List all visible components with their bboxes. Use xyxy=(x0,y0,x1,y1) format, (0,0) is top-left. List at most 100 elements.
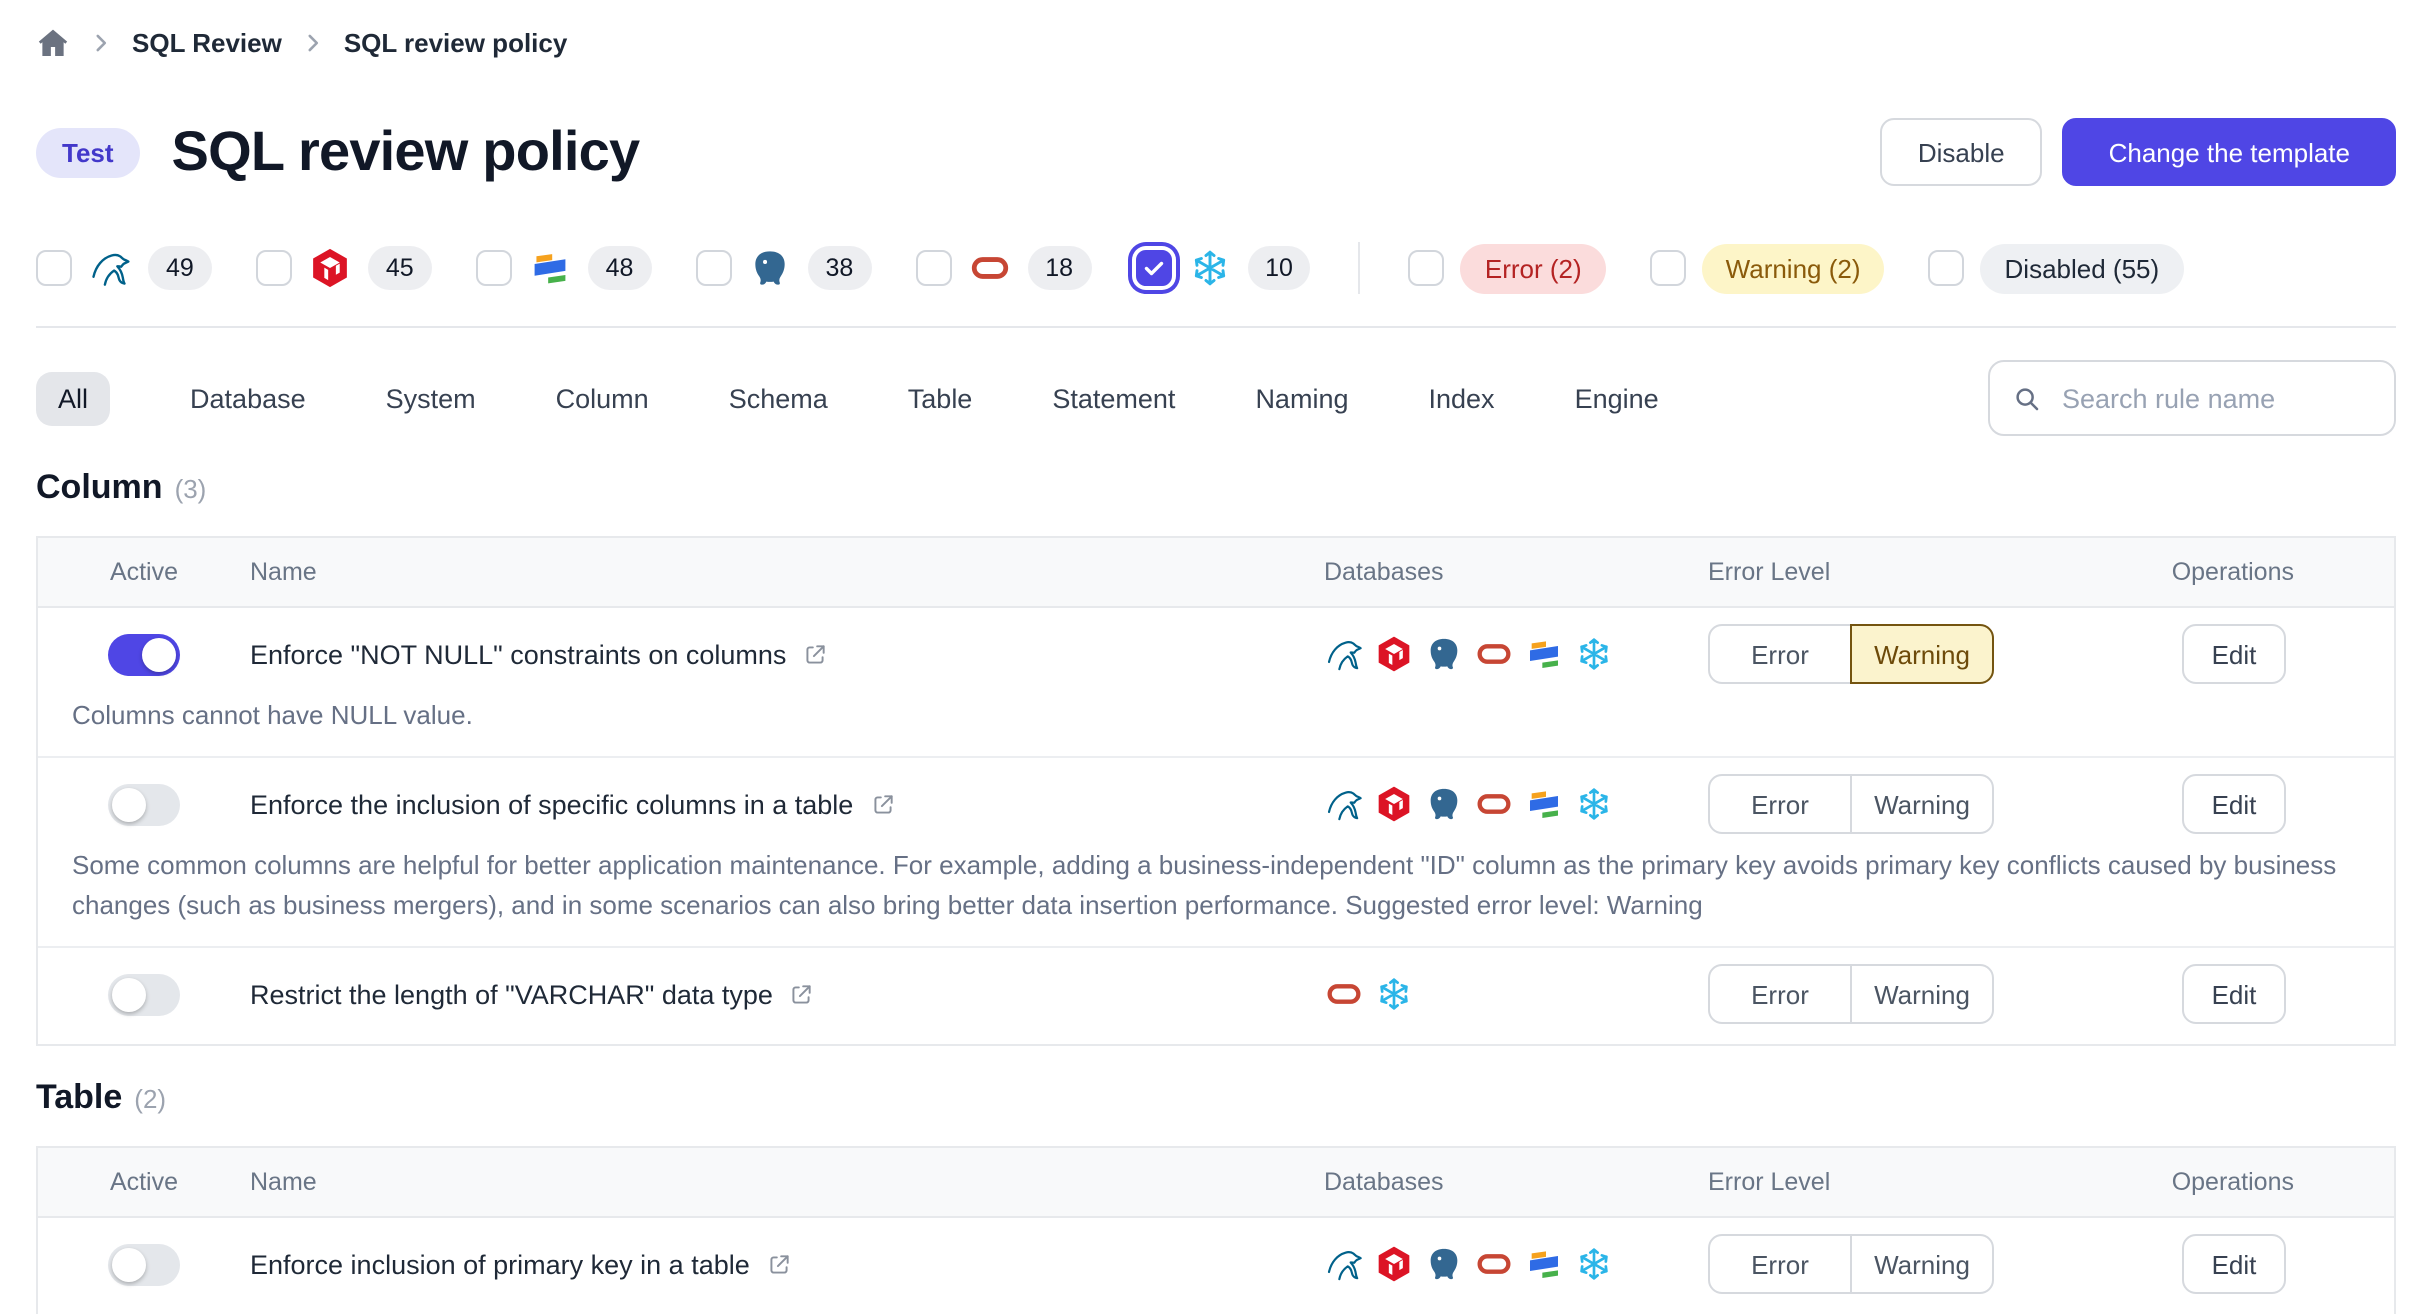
column-header-operations: Operations xyxy=(2171,1168,2294,1196)
postgresql-filter-checkbox[interactable] xyxy=(695,250,732,286)
section-count: (3) xyxy=(174,474,207,504)
tidb-icon xyxy=(308,246,352,290)
level-filter-disabled[interactable]: Disabled (55) xyxy=(1928,243,2184,293)
engine-filter-snowflake[interactable]: 10 xyxy=(1135,246,1311,290)
error-level-selector: Error Warning xyxy=(1708,1234,1994,1294)
error-level-warning-button[interactable]: Warning xyxy=(1850,964,1994,1024)
tabs-row: All Database System Column Schema Table Statem… xyxy=(36,360,2396,436)
tab-statement[interactable]: Statement xyxy=(1052,383,1176,413)
tab-column[interactable]: Column xyxy=(555,383,649,413)
snowflake-icon xyxy=(1574,784,1614,824)
postgresql-icon xyxy=(1424,634,1464,674)
error-level-error-button[interactable]: Error xyxy=(1708,624,1852,684)
engine-filter-oracle[interactable]: 18 xyxy=(915,246,1092,290)
tab-all[interactable]: All xyxy=(36,371,111,425)
postgresql-rule-count: 38 xyxy=(807,246,872,290)
tab-system[interactable]: System xyxy=(385,383,476,413)
rule-operations-cell: Edit xyxy=(2074,774,2394,834)
column-header-operations: Operations xyxy=(2171,558,2294,586)
rule-active-cell xyxy=(70,783,218,825)
divider xyxy=(36,326,2396,328)
snowflake-icon xyxy=(1574,1244,1614,1284)
engine-filter-oceanbase[interactable]: 48 xyxy=(475,246,652,290)
tab-schema[interactable]: Schema xyxy=(728,383,828,413)
rule-row: Enforce inclusion of primary key in a ta… xyxy=(38,1218,2394,1314)
warning-filter-checkbox[interactable] xyxy=(1649,250,1686,286)
tab-database[interactable]: Database xyxy=(190,383,306,413)
external-link-icon[interactable] xyxy=(869,791,895,817)
error-level-error-button[interactable]: Error xyxy=(1708,774,1852,834)
oracle-icon xyxy=(1474,1244,1514,1284)
rule-active-cell xyxy=(70,1243,218,1285)
oracle-filter-checkbox[interactable] xyxy=(915,250,952,286)
tidb-icon xyxy=(1374,784,1414,824)
error-level-error-button[interactable]: Error xyxy=(1708,1234,1852,1294)
external-link-icon[interactable] xyxy=(766,1251,792,1277)
mysql-filter-checkbox[interactable] xyxy=(36,250,72,286)
table-header-row: Active Name Databases Error Level Operations xyxy=(38,1148,2394,1218)
tab-index[interactable]: Index xyxy=(1428,383,1495,413)
rule-active-toggle[interactable] xyxy=(108,783,180,825)
level-filter-warning[interactable]: Warning (2) xyxy=(1649,243,1885,293)
tab-naming[interactable]: Naming xyxy=(1255,383,1349,413)
error-level-warning-button[interactable]: Warning xyxy=(1850,624,1994,684)
rule-databases-cell xyxy=(1314,974,1704,1014)
engine-filter-postgresql[interactable]: 38 xyxy=(695,246,872,290)
mysql-icon xyxy=(1324,1244,1364,1284)
engine-filter-tidb[interactable]: 45 xyxy=(255,246,432,290)
external-link-icon[interactable] xyxy=(789,981,815,1007)
postgresql-icon xyxy=(1424,784,1464,824)
column-header-name: Name xyxy=(250,1168,317,1196)
disabled-filter-checkbox[interactable] xyxy=(1928,250,1965,286)
change-template-button[interactable]: Change the template xyxy=(2062,118,2396,186)
rule-active-toggle[interactable] xyxy=(108,633,180,675)
error-level-warning-button[interactable]: Warning xyxy=(1850,1234,1994,1294)
oceanbase-icon xyxy=(1524,784,1564,824)
edit-button[interactable]: Edit xyxy=(2182,1234,2286,1294)
toggle-knob xyxy=(112,787,146,821)
edit-button[interactable]: Edit xyxy=(2182,964,2286,1024)
rule-error-level-cell: Error Warning xyxy=(1704,964,2074,1024)
rule-error-level-cell: Error Warning xyxy=(1704,1234,2074,1294)
tab-table[interactable]: Table xyxy=(907,383,973,413)
snowflake-filter-checkbox[interactable] xyxy=(1135,250,1172,286)
home-icon[interactable] xyxy=(36,25,70,59)
oceanbase-rule-count: 48 xyxy=(587,246,652,290)
section-name: Column xyxy=(36,468,163,506)
mysql-rule-count: 49 xyxy=(148,246,212,290)
edit-button[interactable]: Edit xyxy=(2182,624,2286,684)
filter-divider xyxy=(1358,242,1361,294)
rule-row: Enforce the inclusion of specific column… xyxy=(38,758,2394,948)
tab-engine[interactable]: Engine xyxy=(1574,383,1659,413)
error-level-selector: Error Warning xyxy=(1708,964,1994,1024)
rule-active-toggle[interactable] xyxy=(108,973,180,1015)
rule-main-row: Enforce "NOT NULL" constraints on column… xyxy=(38,624,2394,684)
breadcrumb-sql-review-policy[interactable]: SQL review policy xyxy=(343,27,568,57)
chevron-right-icon xyxy=(300,29,326,55)
rule-name-cell: Enforce inclusion of primary key in a ta… xyxy=(218,1249,1314,1279)
rule-name: Enforce "NOT NULL" constraints on column… xyxy=(250,639,787,669)
engine-filter-mysql[interactable]: 49 xyxy=(36,246,212,290)
rule-active-toggle[interactable] xyxy=(108,1243,180,1285)
external-link-icon[interactable] xyxy=(802,641,828,667)
breadcrumb-sql-review[interactable]: SQL Review xyxy=(132,27,282,57)
error-level-selector: Error Warning xyxy=(1708,624,1994,684)
error-level-error-button[interactable]: Error xyxy=(1708,964,1852,1024)
rule-main-row: Restrict the length of "VARCHAR" data ty… xyxy=(38,964,2394,1024)
edit-button[interactable]: Edit xyxy=(2182,774,2286,834)
column-header-error-level: Error Level xyxy=(1708,1168,1831,1196)
snowflake-icon xyxy=(1374,974,1414,1014)
toggle-knob xyxy=(112,977,146,1011)
oceanbase-filter-checkbox[interactable] xyxy=(475,250,512,286)
error-filter-checkbox[interactable] xyxy=(1408,250,1445,286)
rule-name-cell: Restrict the length of "VARCHAR" data ty… xyxy=(218,979,1314,1009)
level-filter-error[interactable]: Error (2) xyxy=(1408,243,1606,293)
page-title: SQL review policy xyxy=(171,120,641,182)
tidb-filter-checkbox[interactable] xyxy=(255,250,292,286)
disable-button[interactable]: Disable xyxy=(1879,118,2043,186)
error-level-warning-button[interactable]: Warning xyxy=(1850,774,1994,834)
search-icon xyxy=(2012,383,2042,413)
table-header-row: Active Name Databases Error Level Operations xyxy=(38,538,2394,608)
search-input[interactable] xyxy=(2058,381,2372,415)
